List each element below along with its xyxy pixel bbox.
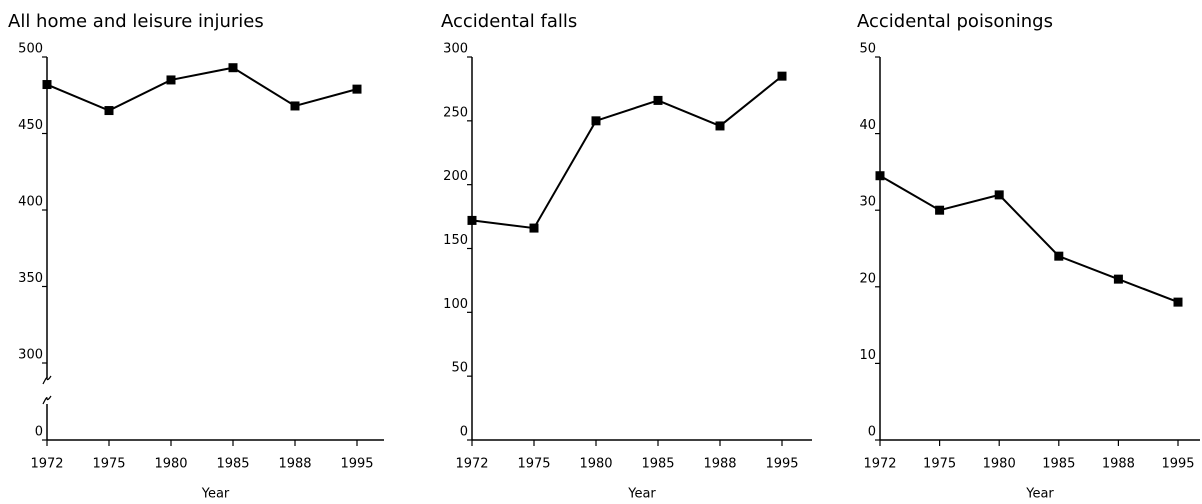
y-tick-label: 0: [460, 425, 468, 440]
y-tick-label: 350: [18, 271, 43, 286]
axis-break: [42, 375, 52, 385]
y-tick-label: 300: [18, 348, 43, 363]
x-tick-label: 1988: [1102, 457, 1135, 472]
marker: [777, 71, 787, 81]
marker: [653, 95, 663, 105]
marker: [1173, 297, 1183, 307]
marker: [715, 121, 725, 131]
x-axis-label: Year: [201, 487, 230, 502]
x-tick-label: 1975: [517, 457, 550, 472]
chart-title: All home and leisure injuries: [8, 11, 264, 32]
chart-title: Accidental falls: [441, 11, 577, 32]
marker: [1054, 251, 1064, 261]
x-tick-label: 1972: [863, 457, 896, 472]
y-tick-label: 150: [443, 233, 468, 248]
y-tick-label: 50: [451, 361, 468, 376]
y-tick-label: 20: [859, 271, 876, 286]
x-axis-label: Year: [1025, 487, 1054, 502]
y-tick-label: 50: [859, 42, 876, 57]
y-tick-label: 250: [443, 105, 468, 120]
x-tick-label: 1980: [579, 457, 612, 472]
y-tick-label: 200: [443, 169, 468, 184]
marker: [529, 223, 539, 233]
x-tick-label: 1995: [340, 457, 373, 472]
marker: [875, 171, 885, 181]
x-tick-label: 1975: [92, 457, 125, 472]
x-tick-label: 1995: [765, 457, 798, 472]
x-tick-label: 1972: [30, 457, 63, 472]
y-tick-label: 300: [443, 42, 468, 57]
y-tick-label: 500: [18, 42, 43, 57]
marker: [166, 75, 176, 85]
x-tick-label: 1972: [455, 457, 488, 472]
x-tick-label: 1985: [216, 457, 249, 472]
marker: [591, 116, 601, 126]
y-tick-label: 100: [443, 297, 468, 312]
chart-title: Accidental poisonings: [857, 11, 1053, 32]
marker: [935, 205, 945, 215]
marker: [290, 101, 300, 111]
x-tick-label: 1995: [1161, 457, 1194, 472]
line: [471, 75, 783, 230]
marker: [1113, 274, 1123, 284]
x-tick-label: 1975: [923, 457, 956, 472]
y-tick-label: 10: [859, 348, 876, 363]
line: [46, 66, 358, 112]
marker: [467, 215, 477, 225]
marker: [352, 84, 362, 94]
marker: [104, 106, 114, 116]
marker: [42, 80, 52, 90]
marker: [228, 63, 238, 73]
x-tick-label: 1985: [1042, 457, 1075, 472]
x-tick-label: 1980: [154, 457, 187, 472]
y-tick-label: 0: [868, 425, 876, 440]
y-tick-label: 0: [35, 425, 43, 440]
y-tick-label: 30: [859, 195, 876, 210]
axis-break: [42, 395, 52, 405]
x-tick-label: 1985: [641, 457, 674, 472]
y-tick-label: 450: [18, 118, 43, 133]
x-tick-label: 1980: [983, 457, 1016, 472]
x-tick-label: 1988: [703, 457, 736, 472]
x-tick-label: 1988: [278, 457, 311, 472]
y-tick-label: 40: [859, 118, 876, 133]
line: [879, 174, 1179, 304]
x-axis-label: Year: [627, 487, 656, 502]
y-tick-label: 400: [18, 195, 43, 210]
marker: [994, 190, 1004, 200]
